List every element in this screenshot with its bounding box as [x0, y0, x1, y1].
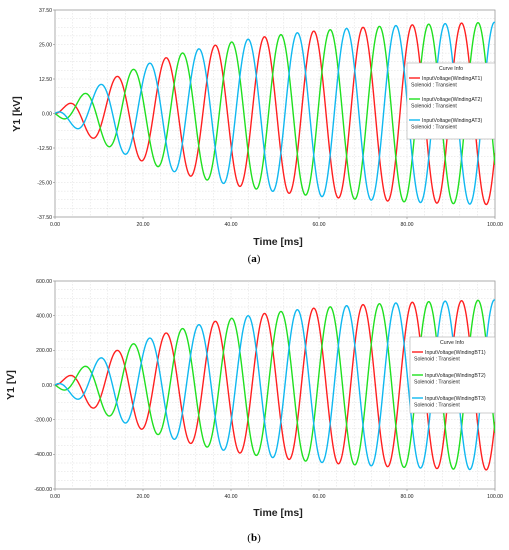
legend-series-name: InputVoltage(WindingAT1) [422, 76, 482, 82]
chart-a-x-ticks: 0.00 20.00 40.00 60.00 80.00 100.00 [50, 217, 503, 228]
x-tick-label: 0.00 [50, 494, 60, 500]
legend-series-sub: Solenoid : Transient [414, 380, 460, 386]
x-tick-label: 20.00 [137, 222, 150, 228]
chart-a-legend: Curve Info InputVoltage(WindingAT1)Solen… [406, 62, 496, 140]
series-line-2 [55, 21, 495, 205]
chart-a-caption: (a) [248, 253, 261, 265]
y-tick-label: 25.00 [39, 42, 52, 48]
chart-b-y-ticks: 600.00 400.00 200.00 0.00 -200.00 -400.00 -600… [34, 279, 55, 493]
x-tick-label: 60.00 [313, 222, 326, 228]
y-tick-label: -600.00 [34, 487, 52, 493]
y-tick-label: 0.00 [42, 111, 52, 117]
y-tick-label: 12.50 [39, 77, 52, 83]
x-tick-label: 100.00 [487, 494, 503, 500]
y-tick-label: -12.50 [37, 146, 52, 152]
legend-series-name: InputVoltage(WindingBT3) [425, 396, 486, 402]
legend-series-sub: Solenoid : Transient [414, 403, 460, 409]
legend-series-name: InputVoltage(WindingBT1) [425, 350, 486, 356]
chart-b-legend: Curve Info InputVoltage(WindingBT1)Solen… [409, 336, 496, 414]
chart-a-x-axis-label: Time [ms] [253, 236, 302, 248]
y-tick-label: 400.00 [36, 313, 52, 319]
chart-b-caption: (b) [247, 532, 261, 544]
x-tick-label: 0.00 [50, 222, 60, 228]
legend-series-name: InputVoltage(WindingAT3) [422, 118, 482, 124]
x-tick-label: 100.00 [487, 222, 503, 228]
y-tick-label: 600.00 [36, 279, 52, 285]
chart-a-y-ticks: 37.50 25.00 12.50 0.00 -12.50 -25.00 -37.50 [37, 8, 55, 221]
y-tick-label: -200.00 [34, 417, 52, 423]
legend-series-sub: Solenoid : Transient [414, 357, 460, 363]
chart-a-y-axis-label: Y1 [kV] [11, 96, 23, 132]
chart-b-y-axis-label: Y1 [V] [5, 370, 17, 400]
y-tick-label: -37.50 [37, 215, 52, 221]
legend-series-name: InputVoltage(WindingAT2) [422, 97, 482, 103]
legend-series-sub: Solenoid : Transient [411, 104, 457, 110]
x-tick-label: 20.00 [137, 494, 150, 500]
legend-series-sub: Solenoid : Transient [411, 125, 457, 131]
chart-b-legend-title: Curve Info [440, 340, 464, 346]
y-tick-label: 200.00 [36, 348, 52, 354]
y-tick-label: -400.00 [34, 452, 52, 458]
chart-b-caption-letter: b [251, 532, 257, 544]
x-tick-label: 80.00 [401, 494, 414, 500]
x-tick-label: 60.00 [313, 494, 326, 500]
chart-b-x-ticks: 0.00 20.00 40.00 60.00 80.00 100.00 [50, 489, 503, 500]
legend-series-sub: Solenoid : Transient [411, 83, 457, 89]
x-tick-label: 40.00 [225, 494, 238, 500]
legend-series-name: InputVoltage(WindingBT2) [425, 373, 486, 379]
series-line-3 [55, 299, 495, 471]
y-tick-label: 0.00 [42, 383, 52, 389]
series-line-3 [55, 21, 495, 205]
chart-a-legend-box [406, 62, 496, 140]
chart-b-x-axis-label: Time [ms] [253, 507, 302, 519]
series-line-2 [55, 299, 495, 470]
y-tick-label: 37.50 [39, 8, 52, 14]
y-tick-label: -25.00 [37, 180, 52, 186]
chart-b-legend-box [409, 336, 496, 414]
x-tick-label: 80.00 [401, 222, 414, 228]
x-tick-label: 40.00 [225, 222, 238, 228]
chart-a: 37.50 25.00 12.50 0.00 -12.50 -25.00 -37.50 0.… [11, 8, 503, 265]
chart-a-legend-title: Curve Info [439, 66, 463, 72]
chart-b: 600.00 400.00 200.00 0.00 -200.00 -400.00 -600… [5, 279, 503, 544]
chart-a-caption-letter: a [251, 253, 257, 265]
